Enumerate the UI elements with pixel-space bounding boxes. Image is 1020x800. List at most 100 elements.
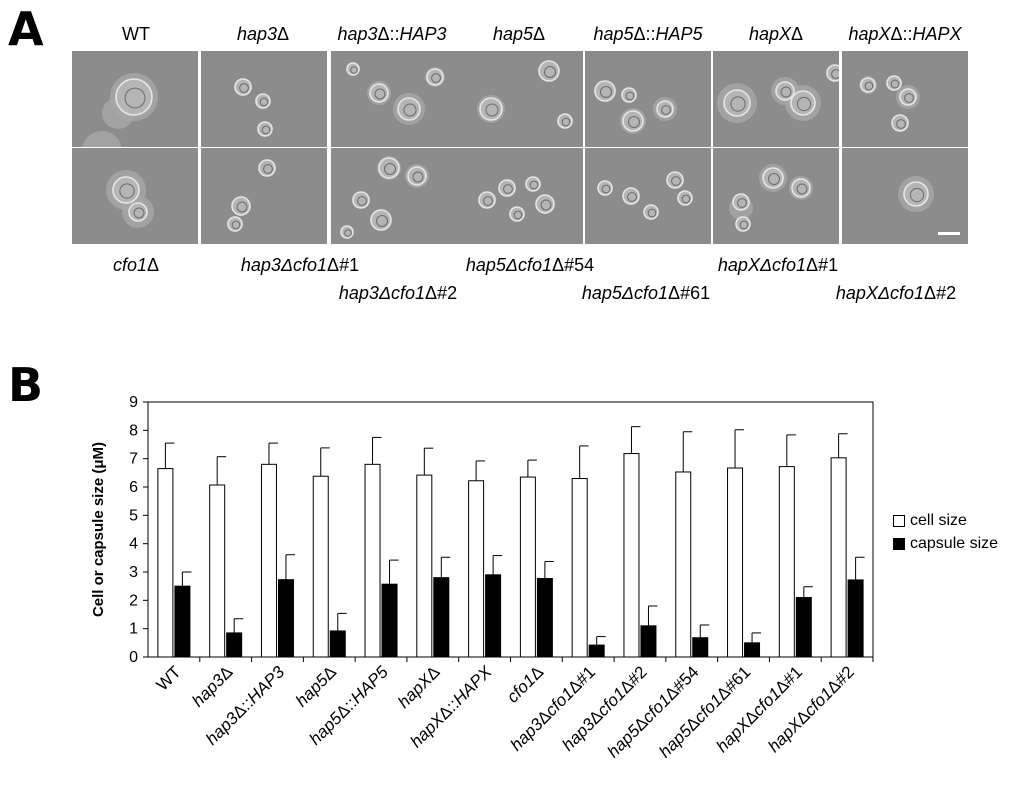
y-tick-label: 5 — [129, 507, 138, 524]
y-tick-label: 4 — [129, 536, 138, 553]
top-label-7-italic2: HAPX — [912, 24, 962, 44]
top-label-4: hap5Δ — [493, 25, 545, 43]
micrograph-r1-c3 — [331, 51, 457, 147]
x-category-label-8: cfo1Δ — [503, 662, 547, 706]
top-label-5-italic: hap5 — [593, 24, 634, 44]
bar-capsule-2 — [226, 632, 243, 658]
top-label-6-suffix: Δ — [791, 24, 804, 44]
bar-cell-7 — [468, 480, 485, 658]
category-label-part: HAPX — [449, 662, 496, 709]
bar-cell-9 — [571, 478, 588, 658]
top-label-4-suffix: Δ — [533, 24, 546, 44]
x-category-label-11: hap5Δcfo1Δ#54 — [604, 662, 703, 761]
bottom-label-row1-3: hap5Δcfo1Δ#54 — [466, 256, 594, 274]
micrograph-r2-c7 — [842, 148, 968, 244]
top-label-3-italic2: HAP3 — [399, 24, 447, 44]
legend-capsule-size: capsule size — [893, 532, 998, 555]
y-tick-label: 0 — [129, 649, 138, 666]
micrograph-r1-c1 — [72, 51, 198, 147]
top-label-2-italic: hap3 — [236, 24, 278, 44]
bottom-label-row2-1-italic: hap3Δcfo1 — [338, 283, 426, 303]
bar-cell-13 — [778, 466, 795, 658]
legend: cell size capsule size — [893, 509, 998, 555]
bottom-label-row1-4: hapXΔcfo1Δ#1 — [718, 256, 838, 274]
bar-capsule-13 — [795, 597, 812, 658]
bar-cell-4 — [312, 475, 329, 658]
y-tick-label: 1 — [129, 621, 138, 638]
bottom-label-row1-2-suffix: Δ#1 — [327, 255, 360, 275]
x-category-label-12: hap5Δcfo1Δ#61 — [655, 662, 754, 761]
bar-capsule-1 — [174, 585, 191, 658]
x-category-label-1: WT — [153, 662, 185, 694]
bottom-label-row1-4-italic: hapXΔcfo1 — [717, 255, 807, 275]
top-label-3: hap3Δ::HAP3 — [337, 25, 446, 43]
micrograph-r2-c4 — [457, 148, 583, 244]
top-label-5-suffix: Δ:: — [633, 24, 656, 44]
micrograph-r1-c4 — [457, 51, 583, 147]
category-label-part: HAP3 — [243, 662, 288, 707]
micrograph-r2-c2 — [201, 148, 327, 244]
bar-cell-5 — [364, 463, 381, 658]
top-label-4-italic: hap5 — [492, 24, 534, 44]
x-category-label-2: hap3Δ — [188, 662, 236, 710]
bottom-label-row2-2: hap5Δcfo1Δ#61 — [582, 284, 710, 302]
bottom-label-row1-1: cfo1Δ — [113, 256, 159, 274]
legend-label-capsule: capsule size — [910, 534, 999, 552]
bottom-label-row1-2: hap3Δcfo1Δ#1 — [241, 256, 359, 274]
bar-capsule-14 — [847, 579, 864, 658]
bar-capsule-3 — [277, 579, 294, 658]
bottom-label-row1-3-italic: hap5Δcfo1 — [465, 255, 553, 275]
bottom-label-row2-3: hapXΔcfo1Δ#2 — [836, 284, 956, 302]
top-label-1-base: WT — [122, 24, 150, 44]
legend-swatch-cell — [893, 514, 905, 527]
top-label-7-italic: hapX — [848, 24, 891, 44]
bar-cell-3 — [260, 463, 277, 658]
bar-cell-12 — [727, 467, 744, 658]
bottom-label-row1-2-italic: hap3Δcfo1 — [240, 255, 328, 275]
category-label-part: HAP5 — [347, 662, 392, 707]
bar-capsule-6 — [433, 577, 450, 658]
bottom-label-row2-3-italic: hapXΔcfo1 — [835, 283, 925, 303]
micrograph-r1-c2 — [201, 51, 327, 147]
micrograph-r1-c5 — [585, 51, 711, 147]
bar-cell-11 — [675, 471, 692, 658]
bottom-label-row2-2-suffix: Δ#61 — [668, 283, 711, 303]
bar-cell-14 — [830, 457, 847, 658]
top-label-5: hap5Δ::HAP5 — [593, 25, 702, 43]
top-label-6: hapXΔ — [749, 25, 803, 43]
bottom-label-row2-2-italic: hap5Δcfo1 — [581, 283, 669, 303]
top-label-2-suffix: Δ — [277, 24, 290, 44]
bottom-label-row2-1: hap3Δcfo1Δ#2 — [339, 284, 457, 302]
micrograph-r2-c3 — [331, 148, 457, 244]
bar-cell-6 — [416, 474, 433, 658]
bottom-label-row1-1-suffix: Δ — [147, 255, 160, 275]
bottom-label-row1-1-italic: cfo1 — [112, 255, 147, 275]
bar-capsule-11 — [692, 637, 709, 658]
top-label-2: hap3Δ — [237, 25, 289, 43]
top-label-1: WT — [122, 25, 150, 43]
bar-cell-10 — [623, 453, 640, 658]
x-category-label-4: hap5Δ — [292, 662, 340, 710]
bottom-label-row1-3-suffix: Δ#54 — [552, 255, 595, 275]
micrograph-r2-c5 — [585, 148, 711, 244]
bottom-label-row2-3-suffix: Δ#2 — [924, 283, 957, 303]
plot-frame — [147, 401, 874, 658]
micrograph-r2-c1 — [72, 148, 198, 244]
micrograph-r1-c6 — [713, 51, 839, 147]
bar-cell-8 — [519, 476, 536, 658]
bar-capsule-4 — [329, 630, 346, 658]
top-label-7: hapXΔ::HAPX — [848, 25, 961, 43]
top-label-5-italic2: HAP5 — [655, 24, 703, 44]
y-tick-label: 7 — [129, 451, 138, 468]
micrograph-r1-c7 — [842, 51, 968, 147]
bar-cell-2 — [209, 484, 226, 658]
bar-capsule-7 — [485, 574, 502, 658]
panel-a-letter: A — [8, 2, 44, 56]
bottom-label-row1-4-suffix: Δ#1 — [806, 255, 839, 275]
y-tick-label: 6 — [129, 479, 138, 496]
bar-capsule-8 — [536, 578, 553, 658]
y-tick-label: 9 — [129, 394, 138, 411]
legend-cell-size: cell size — [893, 509, 998, 532]
panel-b-letter: B — [8, 358, 44, 412]
